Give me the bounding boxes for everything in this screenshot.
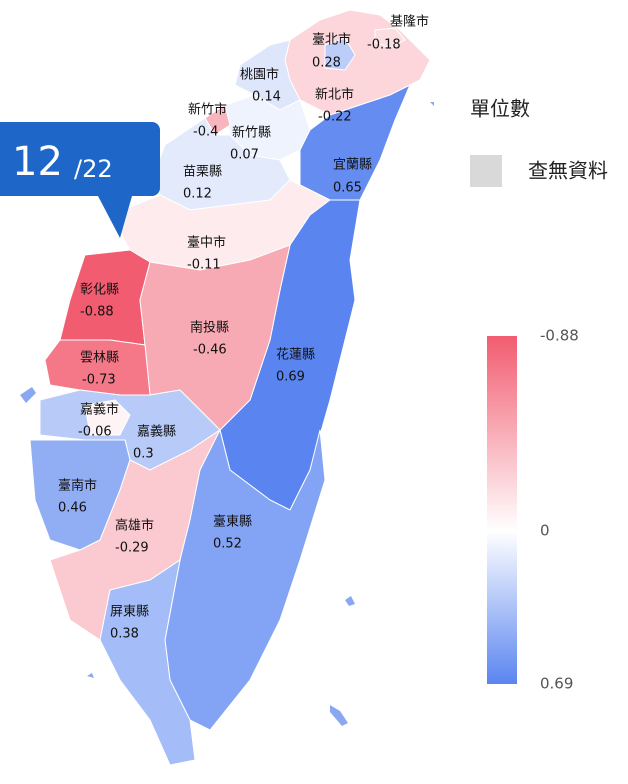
legend-ticks: -0.88 0 0.69: [540, 327, 579, 693]
callout-value: 12: [12, 139, 63, 185]
region-value: -0.18: [367, 38, 401, 53]
region-name: 臺東縣: [213, 514, 252, 530]
region-value: -0.06: [78, 425, 112, 440]
region-name: 苗栗縣: [183, 165, 222, 180]
region-name: 臺南市: [58, 478, 97, 494]
no-data-label: 查無資料: [528, 159, 608, 183]
region-name: 基隆市: [390, 14, 429, 30]
region-value: -0.46: [193, 343, 227, 358]
region-name: 新竹市: [188, 102, 227, 118]
no-data-swatch: [470, 155, 502, 187]
region-value: 0.65: [333, 181, 362, 196]
legend-tick-label: 0.69: [540, 675, 573, 693]
region-value: -0.11: [187, 258, 221, 273]
region-name: 嘉義縣: [137, 424, 176, 440]
region-name: 新竹縣: [232, 125, 271, 141]
region-value: 0.07: [230, 148, 259, 163]
region-name: 新北市: [315, 87, 354, 103]
island: [345, 596, 355, 606]
region-value: 0.14: [252, 90, 281, 105]
region-value: -0.29: [115, 541, 149, 556]
region: [164, 428, 326, 731]
callout: 12 /22: [0, 122, 160, 238]
legend-tick-label: 0: [540, 522, 550, 540]
island: [330, 705, 348, 726]
callout-total: /22: [74, 155, 113, 183]
callout-box: [0, 122, 160, 238]
region-name: 彰化縣: [80, 282, 119, 298]
region-name: 雲林縣: [80, 351, 119, 366]
region-labels: 新北市 -0.22 臺北市 0.28 基隆市 -0.18 桃園市 0.14 新竹縣 0.07 新竹市…: [58, 14, 429, 642]
region-name: 高雄市: [115, 518, 154, 534]
region: [99, 558, 196, 766]
legend-tick-label: -0.88: [540, 327, 579, 345]
region-name: 屏東縣: [110, 604, 149, 620]
region-name: 花蓮縣: [276, 347, 315, 363]
region-name: 宜蘭縣: [333, 157, 372, 173]
region-value: -0.22: [318, 110, 352, 125]
region-value: 0.46: [58, 501, 87, 516]
region-name: 臺北市: [312, 32, 351, 48]
region: [374, 27, 406, 49]
region: [84, 399, 131, 436]
region-value: -0.73: [82, 373, 116, 388]
region-value: 0.28: [312, 56, 341, 71]
region-value: -0.4: [193, 125, 218, 140]
island: [20, 387, 36, 403]
region-name: 桃園市: [240, 67, 279, 83]
regions: [29, 9, 431, 766]
region: [324, 37, 356, 71]
island: [87, 673, 94, 678]
region-name: 南投縣: [190, 320, 229, 336]
islands: [20, 102, 434, 726]
region-value: 0.12: [183, 187, 212, 202]
island: [430, 102, 434, 106]
region-name: 嘉義市: [80, 402, 119, 418]
region: [234, 39, 301, 111]
region-value: 0.3: [133, 447, 154, 462]
region-value: 0.38: [110, 627, 139, 642]
region-value: 0.52: [213, 537, 242, 552]
color-scale: [487, 336, 517, 684]
region: [59, 249, 151, 346]
region-name: 臺中市: [187, 235, 226, 251]
legend-title: 單位數: [470, 97, 530, 121]
region-value: -0.88: [80, 305, 114, 320]
region-value: 0.69: [276, 370, 305, 385]
